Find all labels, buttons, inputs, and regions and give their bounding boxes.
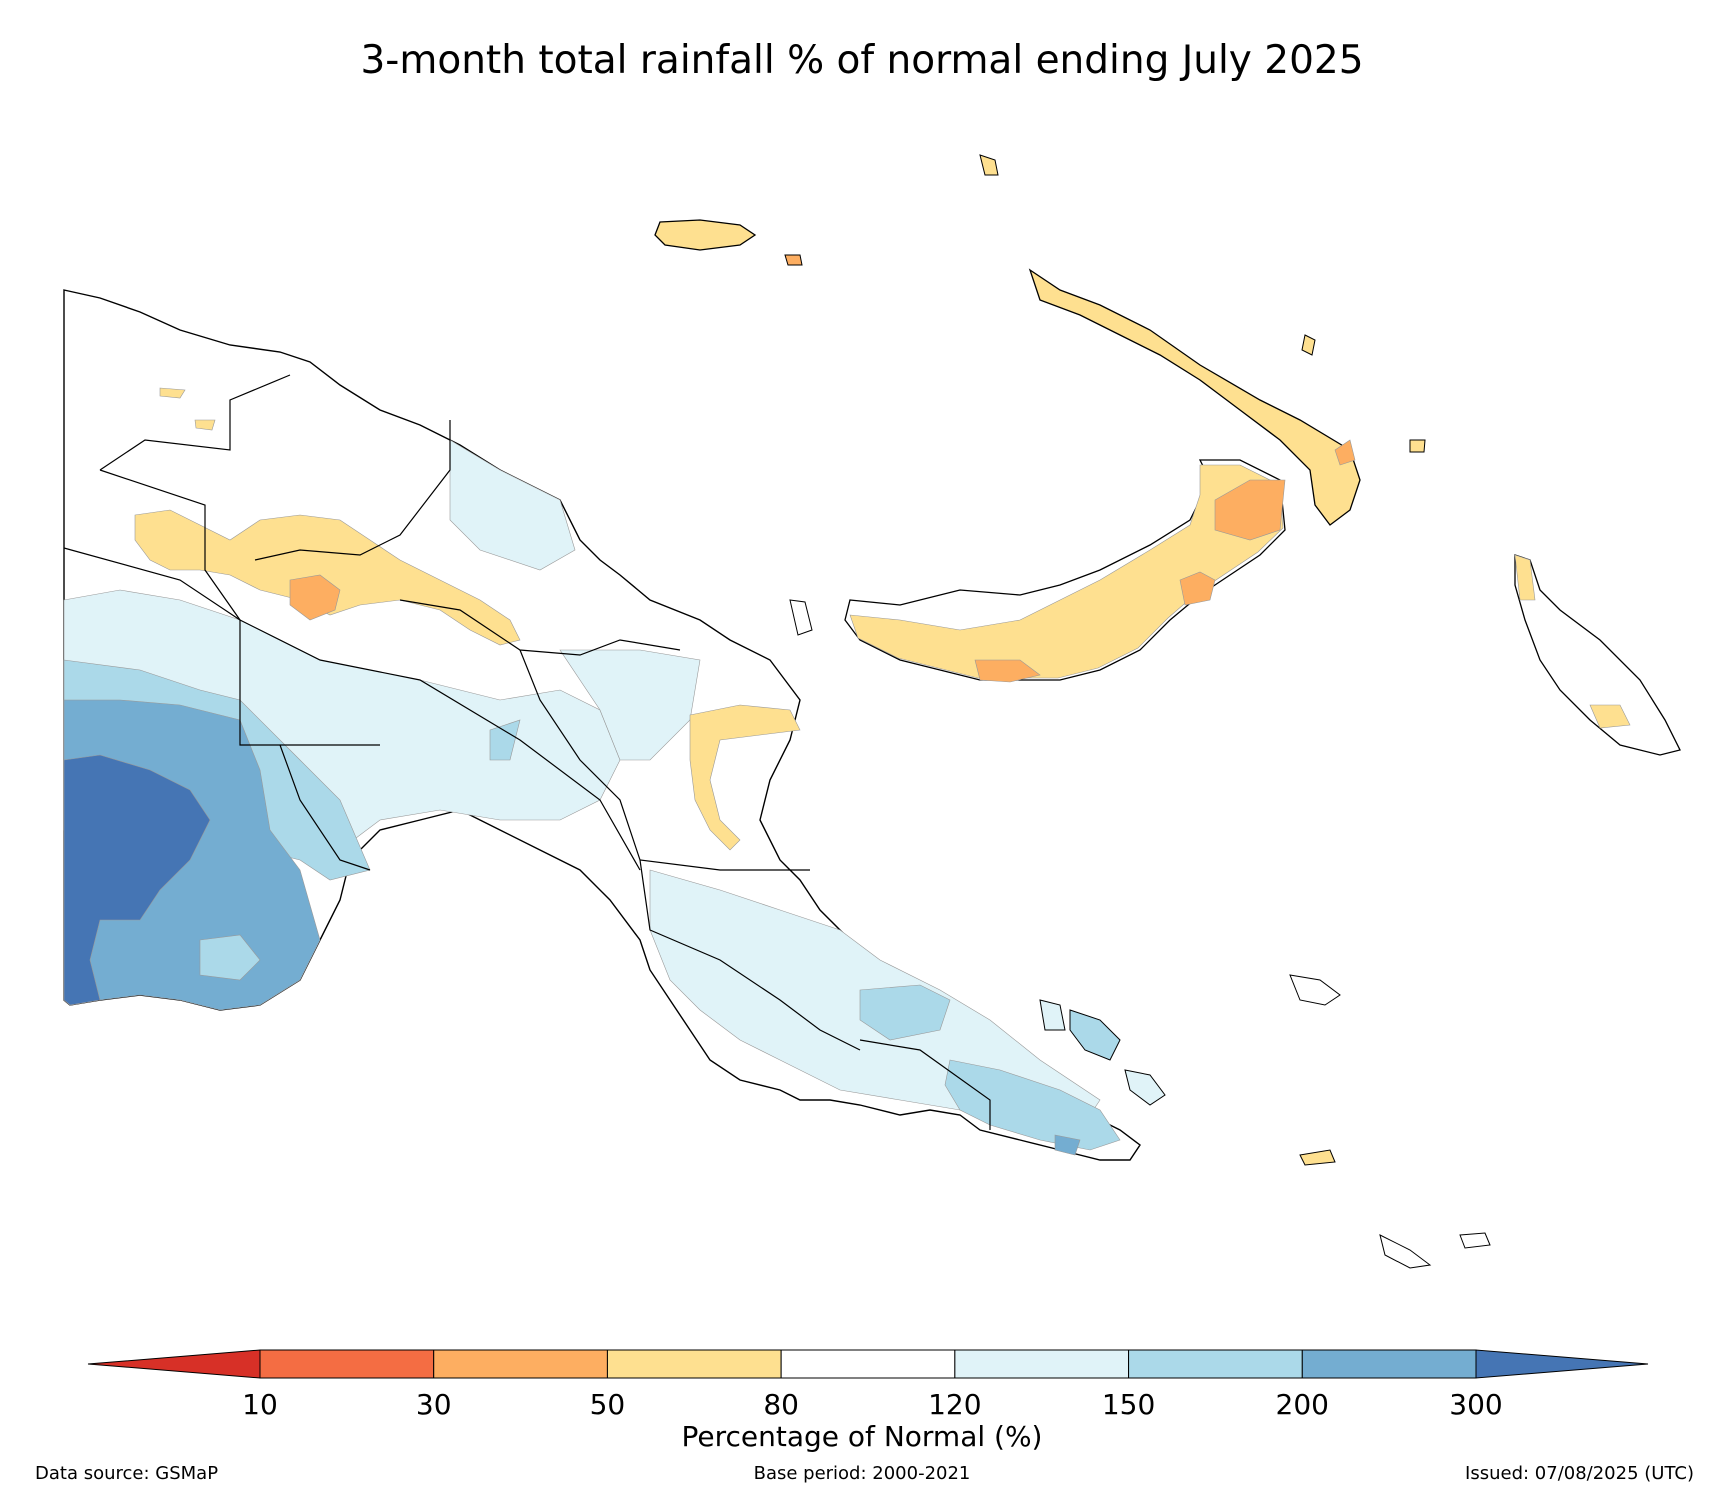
island-group <box>1299 1149 1336 1166</box>
base-period: Base period: 2000-2021 <box>753 1463 971 1484</box>
map-title: 3-month total rainfall % of normal endin… <box>360 38 1364 83</box>
colorbar-label: Percentage of Normal (%) <box>681 1420 1043 1453</box>
island-group <box>1289 974 1341 1006</box>
colorbar-bin <box>1301 1349 1477 1379</box>
island-group <box>1379 1234 1432 1269</box>
small-island <box>784 254 803 266</box>
colorbar-bin <box>780 1349 956 1379</box>
colorbar-tick-label: 80 <box>763 1388 799 1421</box>
issued-date: Issued: 07/08/2025 (UTC) <box>1465 1463 1694 1484</box>
colorbar-tick-label: 120 <box>928 1388 982 1421</box>
island-group <box>1039 999 1066 1031</box>
colorbar-tick-label: 30 <box>415 1388 452 1421</box>
colorbar-tick-label: 300 <box>1449 1388 1503 1421</box>
island-group <box>789 599 813 636</box>
small-island <box>1409 439 1426 453</box>
colorbar-tick-label: 150 <box>1101 1388 1156 1421</box>
colorbar-bin <box>954 1349 1130 1379</box>
small-island <box>979 154 999 176</box>
small-island <box>1301 334 1316 356</box>
bougainville <box>1514 554 1681 756</box>
colorbar-bin <box>259 1349 435 1379</box>
data-source: Data source: GSMaP <box>35 1463 219 1484</box>
new-britain <box>844 459 1286 683</box>
colorbar-bin <box>1128 1349 1303 1379</box>
manus-island <box>654 219 757 251</box>
island-group <box>1069 1009 1121 1061</box>
colorbar-tick-label: 10 <box>242 1388 278 1421</box>
colorbar-bin <box>433 1349 608 1379</box>
colorbar-tick-label: 50 <box>589 1388 626 1421</box>
island-group <box>1124 1069 1166 1106</box>
island-group <box>1459 1232 1491 1249</box>
new-ireland <box>1028 268 1361 526</box>
colorbar-tick-label: 200 <box>1275 1388 1330 1421</box>
colorbar-bin <box>606 1349 782 1379</box>
colorbar-bin-low <box>87 1349 261 1379</box>
colorbar-bin-high <box>1475 1349 1649 1379</box>
rainfall-zones <box>63 374 1121 1156</box>
